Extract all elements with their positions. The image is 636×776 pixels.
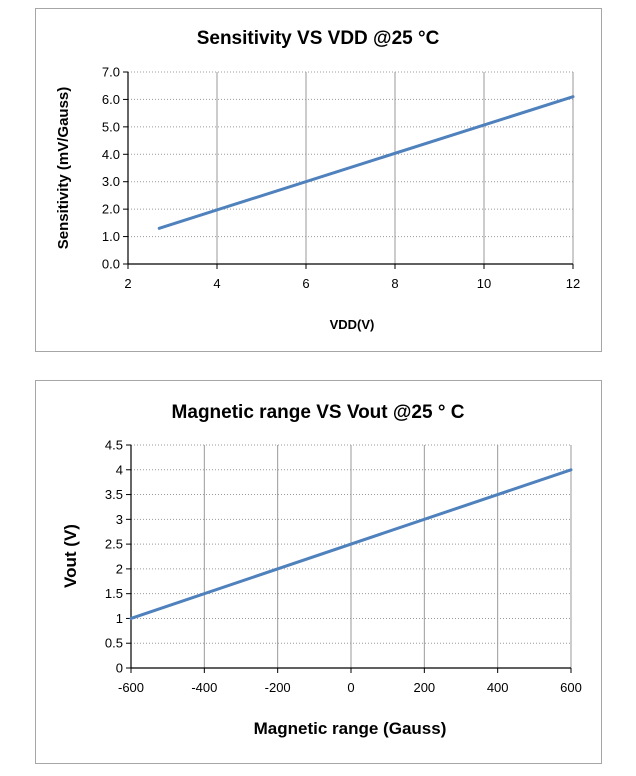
chart2-x-tick-label: 600: [560, 680, 582, 695]
chart1-y-tick-label: 1.0: [102, 229, 120, 244]
chart2-y-tick-label: 4.5: [105, 438, 123, 453]
chart1-x-axis-label: VDD(V): [330, 317, 375, 332]
chart2-y-tick-label: 4: [116, 462, 123, 477]
magnetic-range-chart-svg: Magnetic range VS Vout @25 ° C 0 0.5 1 1.5 2 2…: [61, 402, 582, 738]
chart2-x-tick-label: -600: [118, 680, 144, 695]
sensitivity-chart-svg: Sensitivity VS VDD @25 °C 0.0 1.0 2.0 3.0 4.0…: [55, 28, 580, 332]
chart1-x-tick-label: 10: [477, 276, 491, 291]
magnetic-range-chart: Magnetic range VS Vout @25 ° C 0 0.5 1 1.5 2 2…: [35, 380, 602, 764]
chart2-y-tick-label: 0: [116, 661, 123, 676]
chart1-x-tick-label: 6: [302, 276, 309, 291]
sensitivity-chart: Sensitivity VS VDD @25 °C 0.0 1.0 2.0 3.0 4.0…: [35, 8, 602, 352]
chart2-y-tick-label: 1: [116, 611, 123, 626]
chart2-y-tick-label: 2: [116, 561, 123, 576]
chart1-series-line: [157, 95, 575, 230]
chart1-y-tick-label: 3.0: [102, 174, 120, 189]
chart2-x-tick-label: 200: [413, 680, 435, 695]
chart1-y-axis-label: Sensitivity (mV/Gauss): [55, 87, 72, 250]
chart2-x-tick-label: -200: [265, 680, 291, 695]
chart1-x-tick-label: 4: [213, 276, 220, 291]
chart1-title: Sensitivity VS VDD @25 °C: [197, 28, 440, 49]
chart2-x-tick-label: -400: [191, 680, 217, 695]
chart1-x-tick-label: 12: [566, 276, 580, 291]
chart2-x-axis-label: Magnetic range (Gauss): [254, 719, 447, 738]
chart1-y-tick-label: 0.0: [102, 257, 120, 272]
chart1-y-tick-label: 2.0: [102, 202, 120, 217]
chart1-x-tick-label: 2: [124, 276, 131, 291]
chart1-x-tick-label: 8: [391, 276, 398, 291]
chart2-x-tick-label: 0: [347, 680, 354, 695]
chart2-series-line: [129, 468, 573, 620]
chart2-y-tick-label: 1.5: [105, 586, 123, 601]
chart2-y-tick-label: 3.5: [105, 487, 123, 502]
chart2-title: Magnetic range VS Vout @25 ° C: [172, 402, 465, 423]
chart1-y-tick-label: 7.0: [102, 65, 120, 80]
chart1-y-tick-label: 5.0: [102, 119, 120, 134]
chart2-y-tick-label: 0.5: [105, 636, 123, 651]
chart2-x-tick-label: 400: [487, 680, 509, 695]
chart1-y-tick-label: 6.0: [102, 92, 120, 107]
chart2-y-tick-label: 2.5: [105, 537, 123, 552]
chart2-y-axis-label: Vout (V): [61, 524, 80, 588]
chart2-y-tick-label: 3: [116, 512, 123, 527]
chart1-y-tick-label: 4.0: [102, 147, 120, 162]
